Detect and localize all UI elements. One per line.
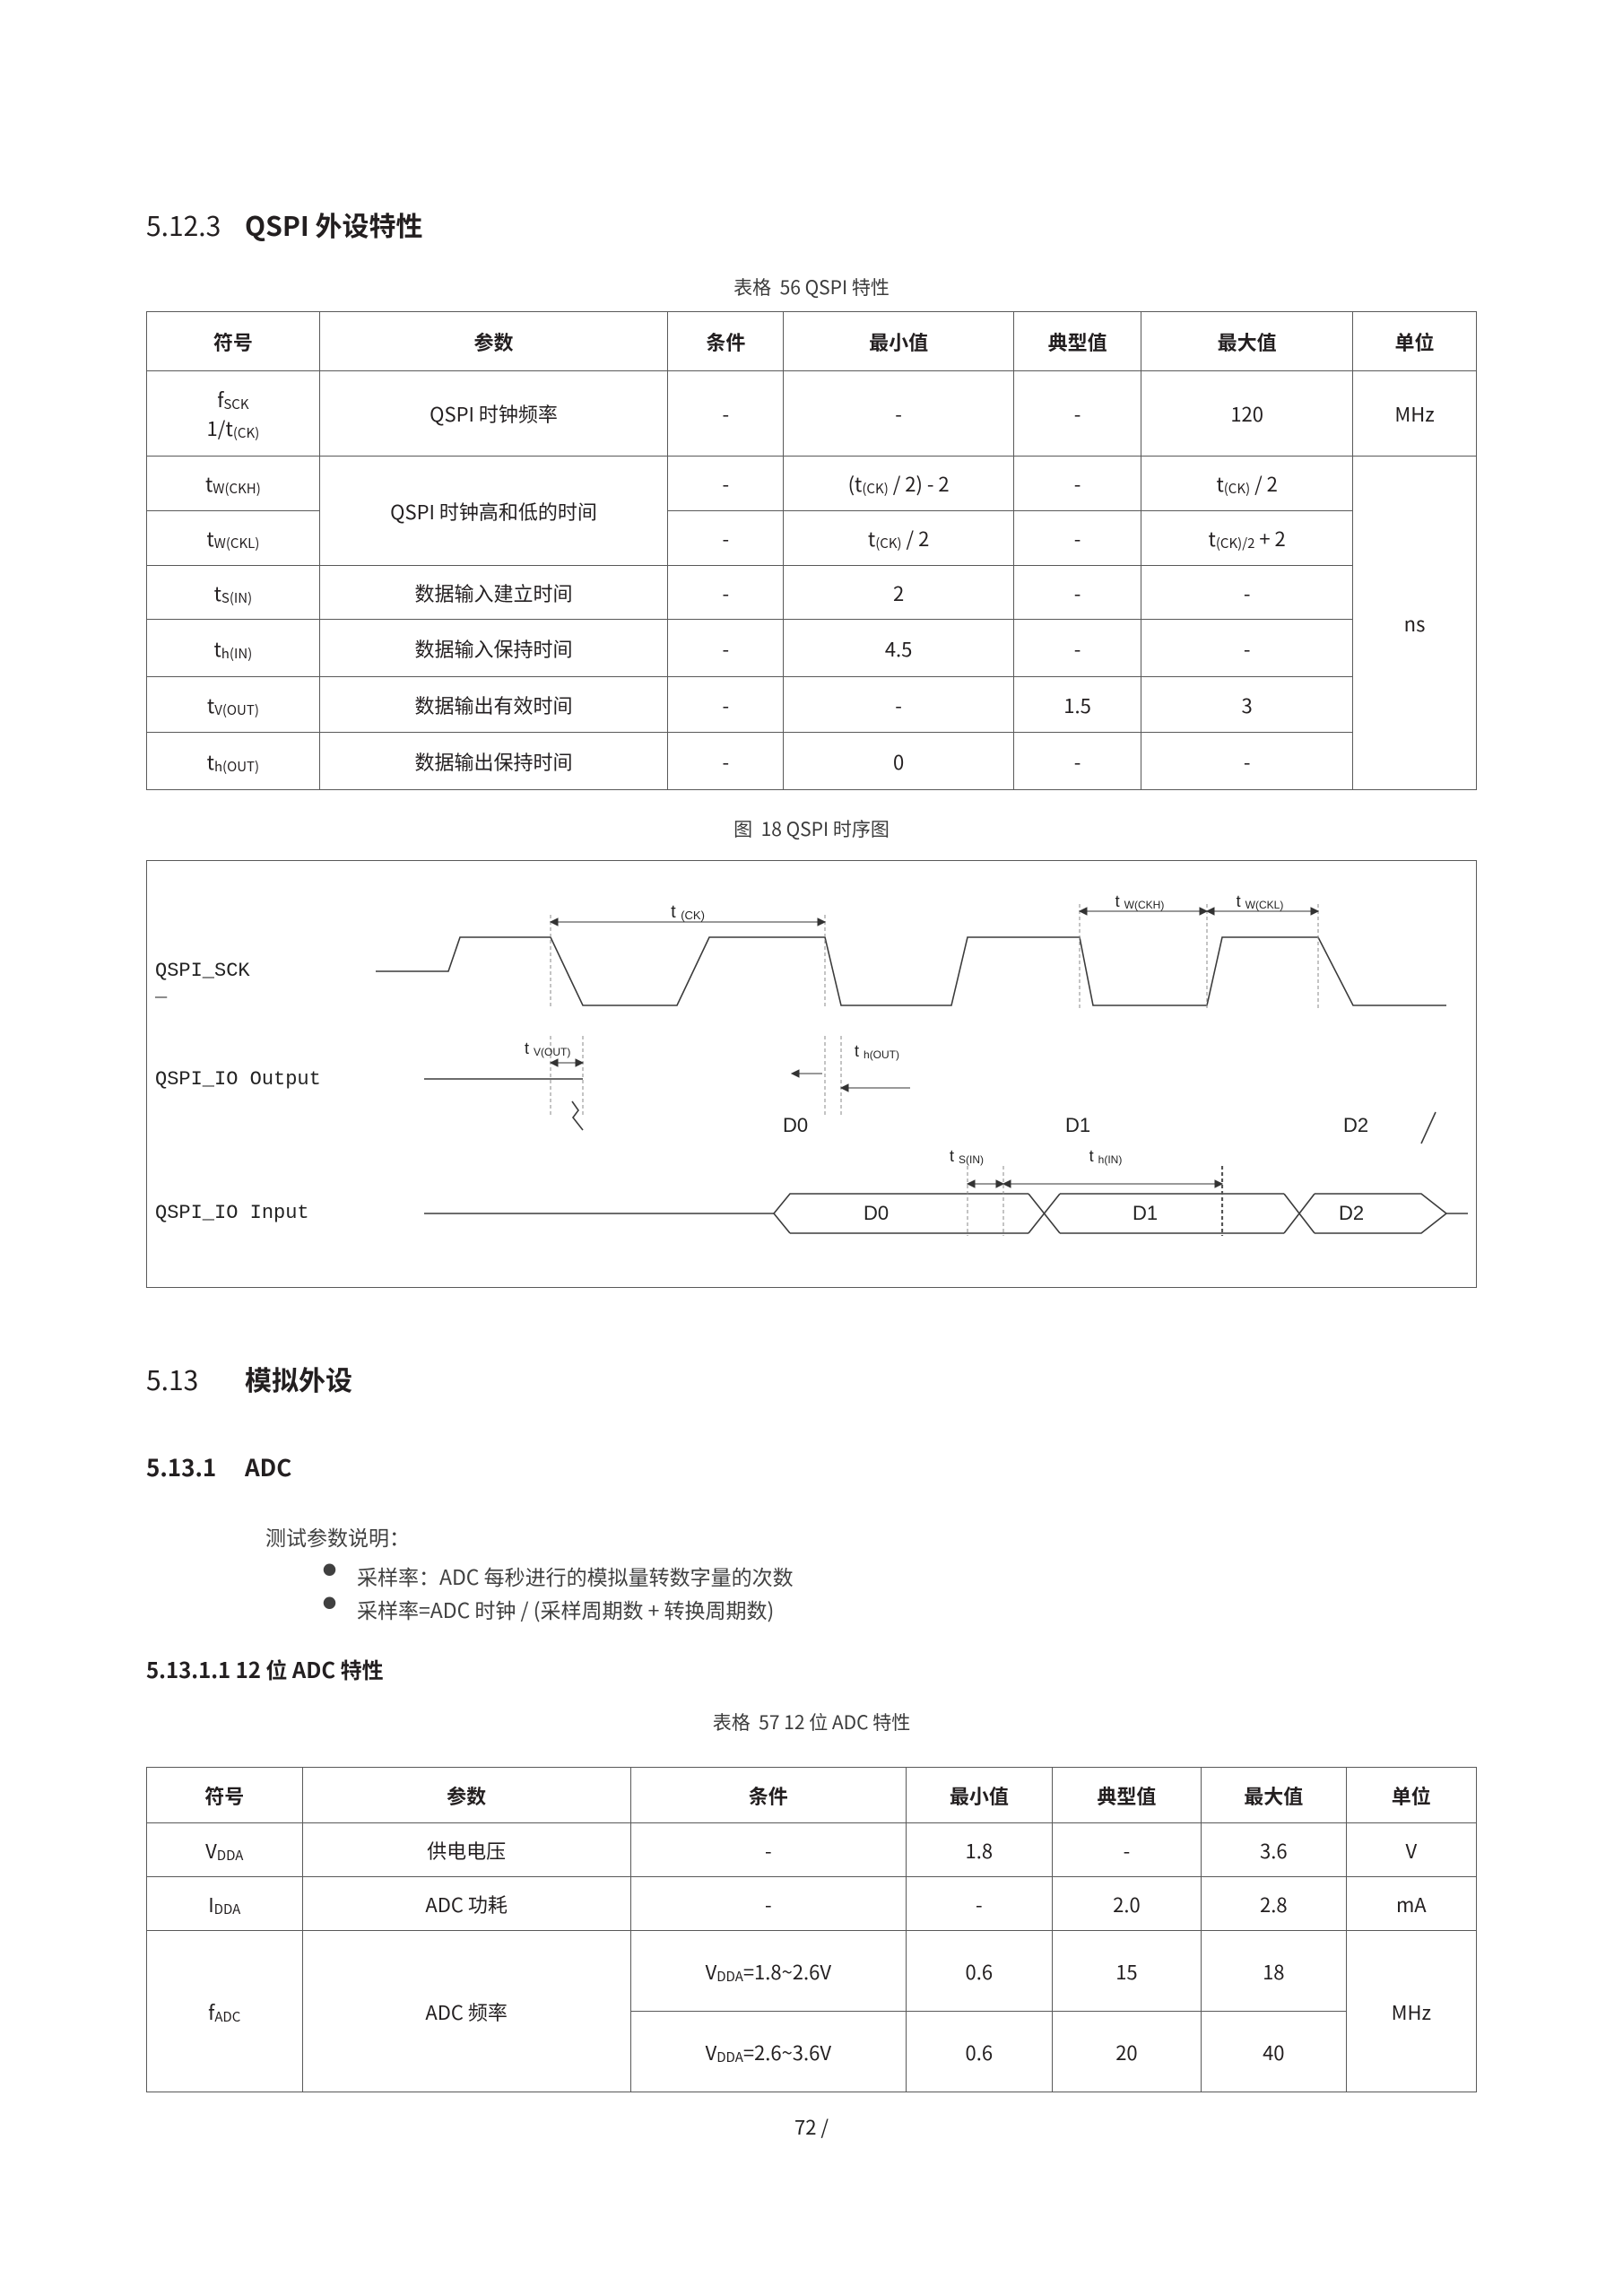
svg-text:t h(IN): t h(IN): [1089, 1147, 1123, 1166]
svg-text:QSPI_IO Input: QSPI_IO Input: [155, 1202, 309, 1224]
svg-text:t S(IN): t S(IN): [950, 1147, 984, 1166]
svg-text:t (CK): t (CK): [671, 902, 705, 922]
svg-text:QSPI_SCK: QSPI_SCK: [155, 960, 250, 982]
svg-text:D2: D2: [1339, 1202, 1364, 1224]
svg-text:t W(CKH): t W(CKH): [1115, 892, 1165, 911]
svg-text:QSPI_IO Output: QSPI_IO Output: [155, 1068, 321, 1091]
svg-text:t V(OUT): t V(OUT): [525, 1039, 570, 1058]
svg-text:D1: D1: [1133, 1202, 1158, 1224]
svg-text:D0: D0: [864, 1202, 889, 1224]
svg-text:D1: D1: [1065, 1114, 1090, 1136]
svg-text:t W(CKL): t W(CKL): [1237, 892, 1284, 911]
svg-text:D2: D2: [1343, 1114, 1368, 1136]
svg-text:D0: D0: [783, 1114, 808, 1136]
svg-text:t h(OUT): t h(OUT): [855, 1042, 899, 1061]
svg-text:_: _: [154, 979, 168, 1002]
